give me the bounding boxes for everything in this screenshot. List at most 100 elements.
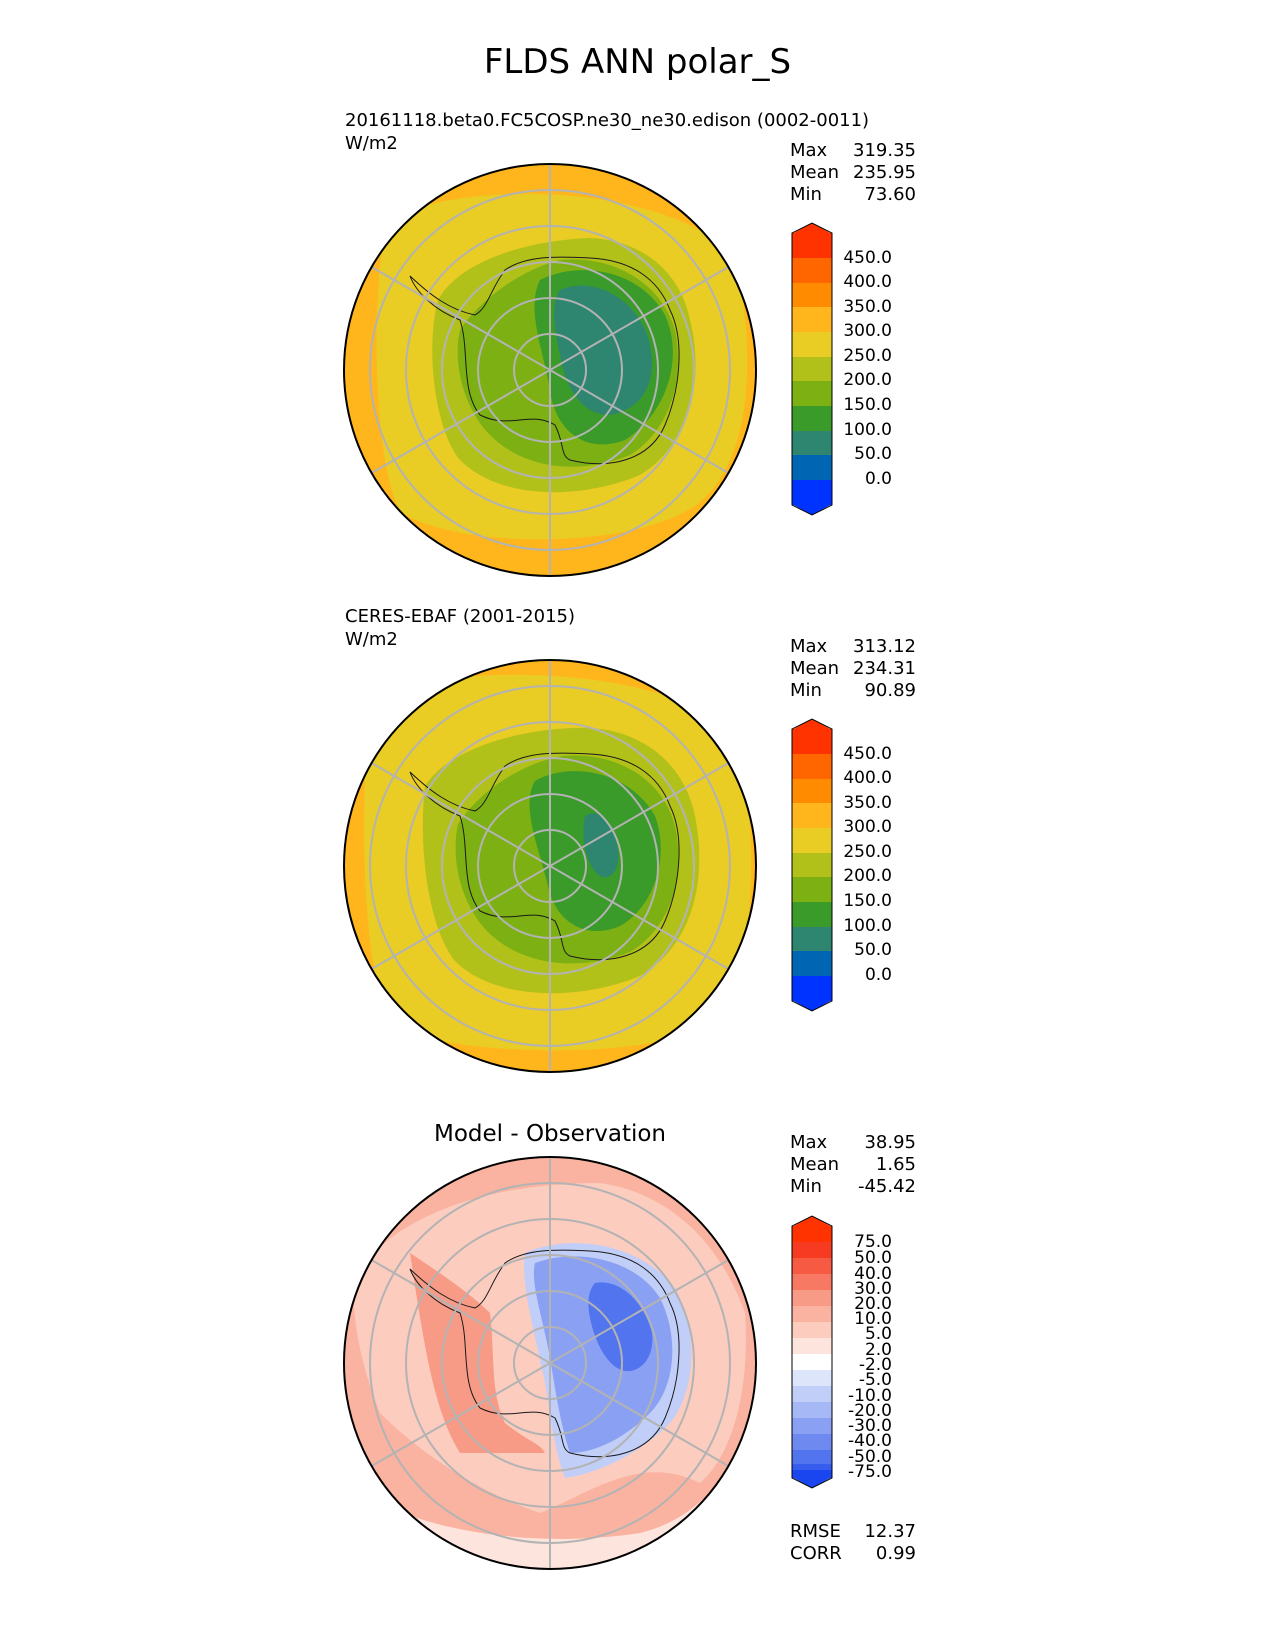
colorbar-swatch	[792, 877, 832, 902]
colorbar-extend-low	[792, 1477, 832, 1488]
polar-map	[343, 659, 757, 1073]
stat-value: 313.12	[853, 636, 916, 657]
colorbar-swatch	[792, 258, 832, 283]
polar-map	[343, 163, 757, 577]
colorbar-tick-label: 250.0	[843, 842, 892, 862]
colorbar-swatch	[792, 1306, 832, 1322]
panel-title: Model - Observation	[433, 1121, 667, 1147]
colorbar-swatch	[792, 853, 832, 877]
colorbar: 75.0 50.0 40.0 30.0 20.0 10.0 5.0 2.0 -2…	[791, 1215, 892, 1489]
metric-label: RMSE	[790, 1521, 841, 1542]
colorbar-extend-high	[792, 223, 832, 234]
colorbar-tick-label: 20.0	[854, 1294, 892, 1314]
colorbar-tick-label: 100.0	[843, 916, 892, 936]
metric-value: 12.37	[864, 1521, 916, 1542]
panel-title: 20161118.beta0.FC5COSP.ne30_ne30.edison …	[345, 110, 870, 131]
metric-value: 0.99	[875, 1543, 916, 1564]
colorbar-tick-label: -75.0	[848, 1462, 892, 1482]
colorbar-tick-label: 200.0	[843, 370, 892, 390]
colorbar: 450.0 400.0 350.0 300.0 250.0 200.0 150.…	[791, 222, 892, 516]
stat-value: 319.35	[853, 140, 916, 161]
stat-value: -45.42	[857, 1176, 916, 1197]
map-boundary	[343, 1156, 757, 1570]
panel-units: W/m2	[345, 629, 398, 650]
colorbar-tick-label: 2.0	[865, 1340, 892, 1360]
colorbar-tick-label: 400.0	[843, 272, 892, 292]
polar-map	[343, 1156, 757, 1570]
stat-label: Max	[790, 1132, 828, 1153]
colorbar-swatch	[792, 1418, 832, 1434]
stat-value: 73.60	[864, 184, 916, 205]
colorbar-tick-label: 10.0	[854, 1309, 892, 1329]
colorbar-tick-label: -50.0	[848, 1447, 892, 1467]
colorbar-tick-label: 0.0	[865, 965, 892, 985]
colorbar-outline	[791, 222, 833, 516]
map-boundary	[343, 163, 757, 577]
colorbar-extend-high	[792, 719, 832, 730]
colorbar: 450.0 400.0 350.0 300.0 250.0 200.0 150.…	[791, 718, 892, 1012]
colorbar-tick-label: 50.0	[854, 444, 892, 464]
colorbar-tick-label: 450.0	[843, 248, 892, 268]
colorbar-swatch	[792, 1370, 832, 1386]
colorbar-swatch	[792, 1258, 832, 1274]
colorbar-swatch	[792, 1226, 832, 1242]
field-east-strong	[588, 1282, 653, 1372]
stat-label: Mean	[790, 658, 840, 679]
colorbar-swatch	[792, 1470, 832, 1478]
colorbar-swatch	[792, 828, 832, 853]
colorbar-tick-label: -5.0	[859, 1370, 892, 1390]
colorbar-extend-high	[792, 1216, 832, 1227]
field-plateau	[554, 285, 652, 415]
colorbar-outline	[791, 718, 833, 1012]
graticule	[369, 164, 731, 576]
field-high-plateau	[583, 813, 619, 878]
colorbar-tick-label: 50.0	[854, 1248, 892, 1268]
colorbar-tick-label: 30.0	[854, 1279, 892, 1299]
colorbar-tick-label: -20.0	[848, 1401, 892, 1421]
field-west-antarctica	[410, 1253, 545, 1453]
colorbar-tick-label: 100.0	[843, 420, 892, 440]
colorbar-swatch	[792, 1354, 832, 1370]
colorbar-swatch	[792, 381, 832, 406]
colorbar-tick-label: 0.0	[865, 469, 892, 489]
colorbar-swatch	[792, 951, 832, 976]
graticule	[369, 1157, 731, 1569]
colorbar-swatch	[792, 283, 832, 307]
stat-label: Min	[790, 184, 822, 205]
colorbar-tick-label: 250.0	[843, 346, 892, 366]
colorbar-swatch	[792, 357, 832, 381]
colorbar-swatch	[792, 307, 832, 332]
colorbar-tick-label: 150.0	[843, 395, 892, 415]
colorbar-tick-label: 200.0	[843, 866, 892, 886]
stat-label: Min	[790, 680, 822, 701]
colorbar-tick-label: -2.0	[859, 1355, 892, 1375]
colorbar-swatch	[792, 1434, 832, 1450]
stats-box: Max 319.35 Mean 235.95 Min 73.60	[790, 140, 916, 206]
stat-value: 234.31	[853, 658, 916, 679]
colorbar-extend-low	[792, 504, 832, 515]
colorbar-outline	[791, 1215, 833, 1489]
colorbar-swatch	[792, 976, 832, 1001]
stat-label: Min	[790, 1176, 822, 1197]
stat-label: Mean	[790, 1154, 840, 1175]
colorbar-swatch	[792, 1274, 832, 1290]
colorbar-swatch	[792, 1386, 832, 1402]
colorbar-tick-label: -10.0	[848, 1386, 892, 1406]
colorbar-tick-label: 400.0	[843, 768, 892, 788]
colorbar-swatch	[792, 779, 832, 803]
stat-value: 90.89	[864, 680, 916, 701]
colorbar-tick-label: 450.0	[843, 744, 892, 764]
stat-value: 1.65	[875, 1154, 916, 1175]
colorbar-swatch	[792, 332, 832, 357]
colorbar-swatch	[792, 1338, 832, 1354]
stat-value: 235.95	[853, 162, 916, 183]
panel-title: CERES-EBAF (2001-2015)	[345, 606, 576, 627]
colorbar-tick-label: 75.0	[854, 1232, 892, 1252]
metric-label: CORR	[790, 1543, 842, 1564]
metrics-box: RMSE 12.37 CORR 0.99	[790, 1521, 916, 1565]
colorbar-swatch	[792, 1290, 832, 1306]
colorbar-tick-label: 350.0	[843, 793, 892, 813]
colorbar-swatch	[792, 455, 832, 480]
colorbar-tick-label: 5.0	[865, 1324, 892, 1344]
colorbar-swatch	[792, 431, 832, 455]
